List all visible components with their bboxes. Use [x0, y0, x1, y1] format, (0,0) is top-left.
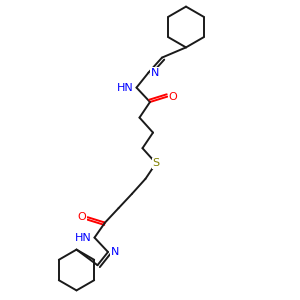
Text: HN: HN — [117, 82, 134, 93]
Text: N: N — [110, 247, 119, 257]
Text: S: S — [152, 158, 160, 168]
Text: O: O — [168, 92, 177, 102]
Text: HN: HN — [75, 232, 92, 243]
Text: N: N — [151, 68, 159, 78]
Text: O: O — [78, 212, 87, 222]
